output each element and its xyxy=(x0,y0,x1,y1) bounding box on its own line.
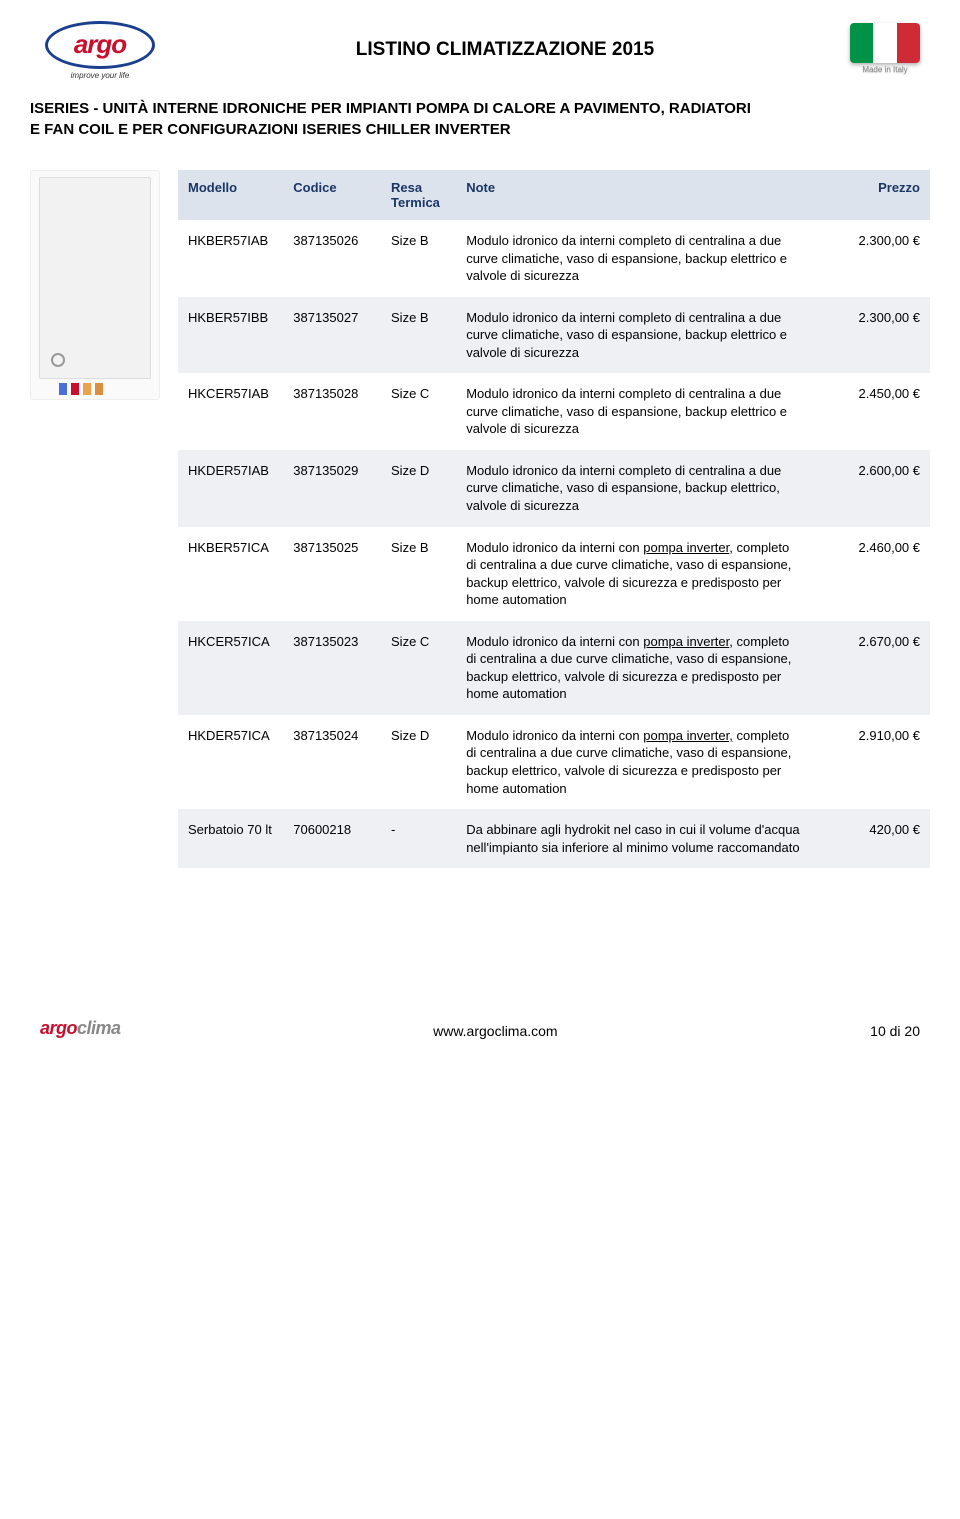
page-footer: argoclima www.argoclima.com 10 di 20 xyxy=(30,1018,930,1039)
cell-resa: Size D xyxy=(381,715,456,809)
cell-resa: Size C xyxy=(381,621,456,715)
cell-resa: Size B xyxy=(381,220,456,297)
cell-note: Da abbinare agli hydrokit nel caso in cu… xyxy=(456,809,809,868)
table-row: HKDER57IAB387135029Size DModulo idronico… xyxy=(178,450,930,527)
footer-page-number: 10 di 20 xyxy=(870,1023,920,1039)
page-header: argo improve your life LISTINO CLIMATIZZ… xyxy=(30,20,930,80)
table-row: HKBER57IBB387135027Size BModulo idronico… xyxy=(178,297,930,374)
cell-price: 2.300,00 € xyxy=(810,297,930,374)
cell-model: HKCER57ICA xyxy=(178,621,283,715)
logo-tagline: improve your life xyxy=(71,71,130,80)
made-in-italy-badge: Made in Italy xyxy=(840,23,930,78)
cell-price: 2.460,00 € xyxy=(810,527,930,621)
th-resa: Resa Termica xyxy=(381,170,456,220)
brand-logo: argo improve your life xyxy=(30,20,170,80)
cell-note: Modulo idronico da interni completo di c… xyxy=(456,373,809,450)
th-price: Prezzo xyxy=(810,170,930,220)
cell-code: 70600218 xyxy=(283,809,381,868)
section-title-line2: E FAN COIL E PER CONFIGURAZIONI ISERIES … xyxy=(30,121,511,138)
section-title-line1: ISERIES - UNITÀ INTERNE IDRONICHE PER IM… xyxy=(30,100,751,117)
cell-resa: - xyxy=(381,809,456,868)
cell-resa: Size C xyxy=(381,373,456,450)
logo-oval: argo xyxy=(45,21,155,69)
cell-model: HKBER57IBB xyxy=(178,297,283,374)
price-table: Modello Codice Resa Termica Note Prezzo … xyxy=(178,170,930,868)
table-row: HKBER57IAB387135026Size BModulo idronico… xyxy=(178,220,930,297)
th-code: Codice xyxy=(283,170,381,220)
cell-note: Modulo idronico da interni completo di c… xyxy=(456,220,809,297)
cell-model: HKCER57IAB xyxy=(178,373,283,450)
cell-model: HKBER57ICA xyxy=(178,527,283,621)
cell-model: Serbatoio 70 lt xyxy=(178,809,283,868)
cell-code: 387135024 xyxy=(283,715,381,809)
cell-resa: Size B xyxy=(381,297,456,374)
cell-price: 2.600,00 € xyxy=(810,450,930,527)
cell-model: HKBER57IAB xyxy=(178,220,283,297)
table-row: HKBER57ICA387135025Size BModulo idronico… xyxy=(178,527,930,621)
product-image xyxy=(30,170,160,400)
cell-resa: Size B xyxy=(381,527,456,621)
table-row: HKCER57IAB387135028Size CModulo idronico… xyxy=(178,373,930,450)
cell-price: 2.300,00 € xyxy=(810,220,930,297)
italy-flag-icon xyxy=(850,23,920,63)
cell-note: Modulo idronico da interni con pompa inv… xyxy=(456,621,809,715)
cell-price: 420,00 € xyxy=(810,809,930,868)
section-title: ISERIES - UNITÀ INTERNE IDRONICHE PER IM… xyxy=(30,98,930,140)
cell-code: 387135025 xyxy=(283,527,381,621)
table-row: Serbatoio 70 lt70600218-Da abbinare agli… xyxy=(178,809,930,868)
cell-code: 387135023 xyxy=(283,621,381,715)
footer-url: www.argoclima.com xyxy=(433,1023,557,1039)
cell-code: 387135026 xyxy=(283,220,381,297)
cell-price: 2.670,00 € xyxy=(810,621,930,715)
cell-code: 387135027 xyxy=(283,297,381,374)
cell-note: Modulo idronico da interni con pompa inv… xyxy=(456,527,809,621)
table-row: HKDER57ICA387135024Size DModulo idronico… xyxy=(178,715,930,809)
cell-resa: Size D xyxy=(381,450,456,527)
cell-price: 2.910,00 € xyxy=(810,715,930,809)
th-note: Note xyxy=(456,170,809,220)
cell-model: HKDER57IAB xyxy=(178,450,283,527)
cell-model: HKDER57ICA xyxy=(178,715,283,809)
footer-logo: argoclima xyxy=(40,1018,121,1039)
logo-text: argo xyxy=(74,29,126,60)
cell-note: Modulo idronico da interni completo di c… xyxy=(456,297,809,374)
cell-code: 387135029 xyxy=(283,450,381,527)
cell-note: Modulo idronico da interni con pompa inv… xyxy=(456,715,809,809)
table-row: HKCER57ICA387135023Size CModulo idronico… xyxy=(178,621,930,715)
made-in-italy-text: Made in Italy xyxy=(862,65,907,74)
cell-note: Modulo idronico da interni completo di c… xyxy=(456,450,809,527)
cell-code: 387135028 xyxy=(283,373,381,450)
page-title: LISTINO CLIMATIZZAZIONE 2015 xyxy=(170,39,840,61)
cell-price: 2.450,00 € xyxy=(810,373,930,450)
th-model: Modello xyxy=(178,170,283,220)
table-header-row: Modello Codice Resa Termica Note Prezzo xyxy=(178,170,930,220)
